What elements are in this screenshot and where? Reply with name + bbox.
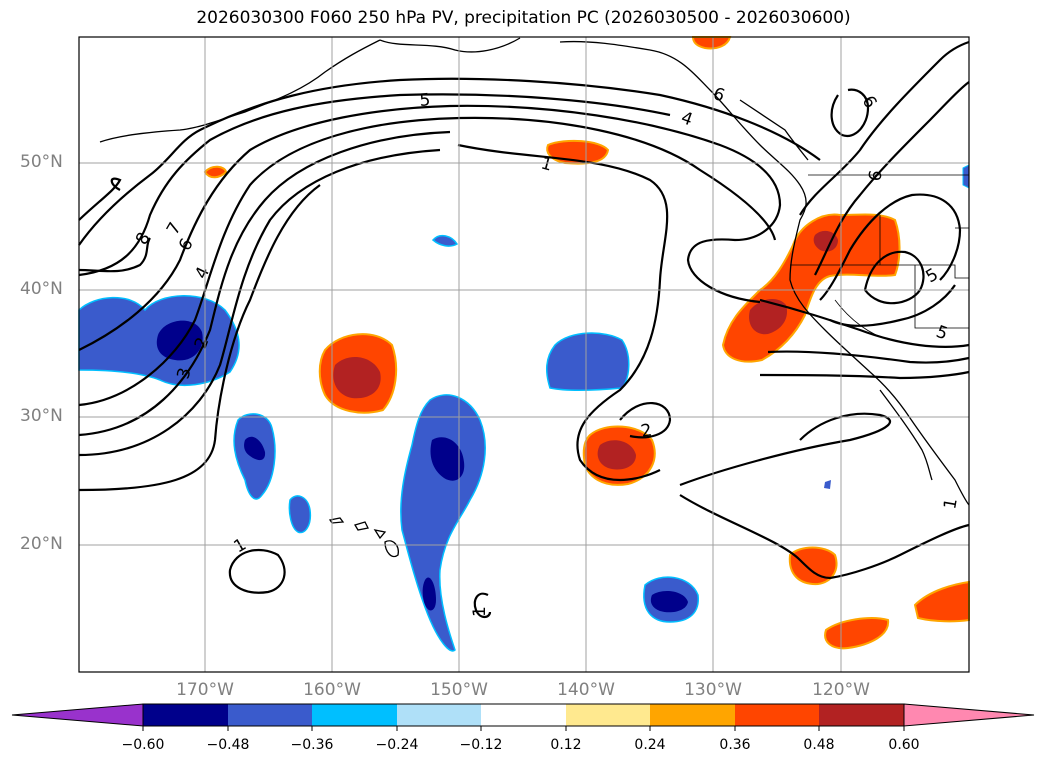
colorbar-segment [819, 704, 904, 726]
pv-contour [759, 298, 970, 348]
colorbar-frame [142, 703, 905, 727]
pv-contour [78, 77, 821, 246]
pv-contour [863, 250, 925, 305]
precip-blob-positive [691, 36, 732, 50]
coastline [739, 99, 809, 161]
coastline [879, 389, 933, 481]
precip-blob-positive [788, 546, 838, 586]
precip-blob-negative [400, 394, 486, 652]
precip-core-positive [749, 298, 788, 335]
contour-label: 1 [940, 497, 962, 511]
colorbar-extend-low [11, 703, 144, 727]
colorbar-segment [481, 704, 566, 726]
island-hawaii [328, 517, 345, 524]
pv-contour [767, 350, 970, 364]
pv-contours [78, 40, 970, 619]
lon-label: 150°W [430, 680, 488, 700]
precip-core-negative [422, 577, 436, 611]
precip-core-positive [597, 440, 636, 470]
pv-contour [759, 370, 970, 380]
contour-label: 1 [539, 154, 555, 176]
pv-contour [78, 104, 782, 351]
coastline [379, 37, 521, 53]
pv-contour [457, 143, 669, 482]
lon-label: 130°W [684, 680, 742, 700]
pv-contour [814, 81, 970, 276]
island-hawaii [373, 529, 387, 540]
border-line [790, 264, 969, 279]
pv-contour [619, 402, 672, 439]
coastline [559, 40, 970, 506]
island-hawaii [384, 540, 399, 558]
lat-label: 50°N [20, 152, 63, 172]
contour-label: 6 [865, 169, 887, 183]
coastlines [99, 37, 970, 558]
precip-shading [78, 36, 970, 652]
precip-blob-negative [545, 332, 630, 392]
pv-contour [78, 148, 441, 457]
lat-label: 30°N [20, 406, 63, 426]
colorbar-tick-label: 0.60 [888, 737, 920, 753]
colorbar [11, 703, 1035, 731]
colorbar-tick-label: 0.48 [803, 737, 835, 753]
precip-core-negative [156, 320, 203, 361]
contour-label: 1 [470, 606, 490, 617]
colorbar-segment [566, 704, 650, 726]
contour-label: 2 [639, 420, 653, 442]
map-title: 2026030300 F060 250 hPa PV, precipitatio… [196, 8, 851, 28]
colorbar-tick-label: 0.12 [550, 737, 582, 753]
border-line [914, 265, 969, 329]
lat-label: 40°N [20, 279, 63, 299]
map-frame [78, 36, 970, 673]
colorbar-extend-high [903, 703, 1035, 727]
pv-contour [78, 93, 671, 277]
island-hawaii [354, 521, 369, 531]
lon-label: 140°W [557, 680, 615, 700]
lat-label: 20°N [20, 534, 63, 554]
pv-contour [78, 237, 151, 273]
precip-blob-negative [431, 234, 459, 247]
colorbar-segment [735, 704, 819, 726]
lon-label: 120°W [812, 680, 870, 700]
lon-label: 170°W [176, 680, 234, 700]
colorbar-tick-label: −0.48 [206, 737, 250, 753]
pv-contour [473, 592, 492, 619]
graticule [79, 37, 969, 672]
pv-contour [830, 88, 870, 138]
precip-core-positive [813, 230, 838, 252]
precip-blob-negative [962, 164, 970, 189]
pv-contour [78, 177, 122, 221]
colorbar-tick-label: 0.36 [719, 737, 751, 753]
colorbar-tick-label: −0.60 [121, 737, 165, 753]
colorbar-tick-label: 0.24 [634, 737, 666, 753]
colorbar-tick-label: −0.24 [375, 737, 419, 753]
pv-contour [829, 284, 956, 327]
precip-core-negative [650, 590, 688, 613]
colorbar-tick-label: −0.12 [459, 737, 503, 753]
pv-contour [679, 494, 970, 580]
colorbar-segment [397, 704, 481, 726]
pv-contour [78, 130, 451, 437]
precip-core-negative [430, 437, 465, 481]
lon-label: 160°W [303, 680, 361, 700]
colorbar-segment [312, 704, 397, 726]
pv-contour [819, 193, 962, 301]
pv-contour [78, 184, 321, 492]
colorbar-tick-label: −0.36 [290, 737, 334, 753]
precip-blob-negative [824, 480, 831, 489]
colorbar-segment [650, 704, 735, 726]
precip-blob-negative [288, 495, 312, 534]
pv-contour [78, 116, 777, 407]
colorbar-segment [143, 704, 228, 726]
contour-label: 3 [174, 366, 196, 382]
coastline [99, 39, 381, 143]
pv-contour [228, 548, 286, 594]
precip-blob-positive [203, 165, 228, 179]
contour-label: 5 [419, 90, 432, 111]
pv-contour [799, 40, 970, 216]
precip-core-positive [333, 356, 381, 399]
precip-core-negative [244, 436, 266, 461]
colorbar-segment [228, 704, 312, 726]
